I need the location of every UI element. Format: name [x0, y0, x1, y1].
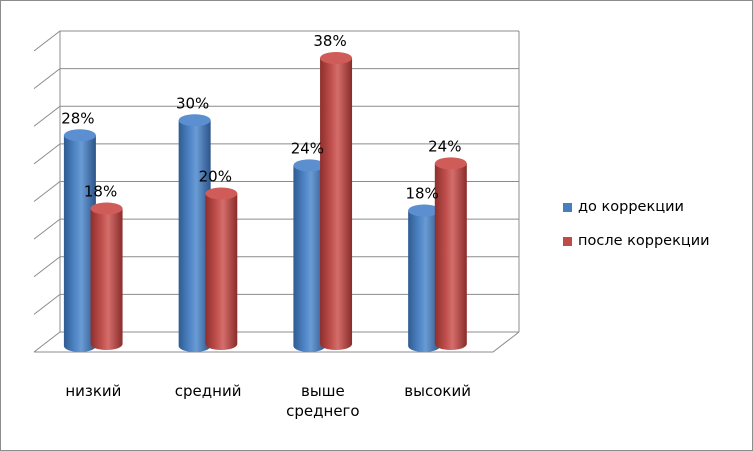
data-label: 24% [428, 137, 461, 155]
data-label: 24% [291, 139, 324, 157]
legend-swatch [563, 202, 572, 212]
data-label: 30% [176, 94, 209, 112]
gridline [33, 218, 519, 240]
gridline [33, 68, 519, 90]
bars [63, 52, 467, 352]
gridline [33, 331, 519, 353]
data-label: 38% [313, 32, 346, 50]
bar-2-4 [434, 157, 467, 350]
floor-edge [34, 331, 520, 353]
gridlines [33, 30, 520, 353]
bar-1-1 [63, 129, 96, 352]
gridline [33, 143, 519, 165]
bar-1-2 [178, 114, 211, 352]
bar-2-1 [90, 202, 123, 350]
legend-label: после коррекции [578, 233, 710, 249]
data-label: 28% [61, 109, 94, 127]
bar-1-4 [408, 204, 441, 352]
data-label: 20% [199, 168, 232, 186]
gridline [33, 256, 519, 278]
bar-2-2 [205, 187, 238, 350]
legend-label: до коррекции [578, 199, 684, 215]
category-label: средний [175, 382, 242, 400]
category-label: высокий [404, 382, 471, 400]
data-labels: 28% 18% 30% 20% 24% 38% 18% 24% [61, 32, 461, 203]
legend: до коррекции после коррекции [563, 197, 748, 265]
category-label: выше среднего [286, 382, 359, 420]
category-label: низкий [65, 382, 121, 400]
bar-1-3 [293, 159, 326, 352]
category-axis-labels: низкий средний выше среднего высокий [65, 382, 471, 420]
legend-swatch [563, 236, 572, 246]
legend-item-series-2: после коррекции [563, 231, 748, 251]
legend-item-series-1: до коррекции [563, 197, 748, 217]
data-label: 18% [405, 185, 438, 203]
gridline [33, 105, 519, 127]
gridline [33, 181, 519, 202]
bar-2-3 [320, 52, 353, 351]
gridline [33, 30, 519, 52]
gridline [33, 293, 519, 315]
data-label: 18% [84, 183, 117, 201]
